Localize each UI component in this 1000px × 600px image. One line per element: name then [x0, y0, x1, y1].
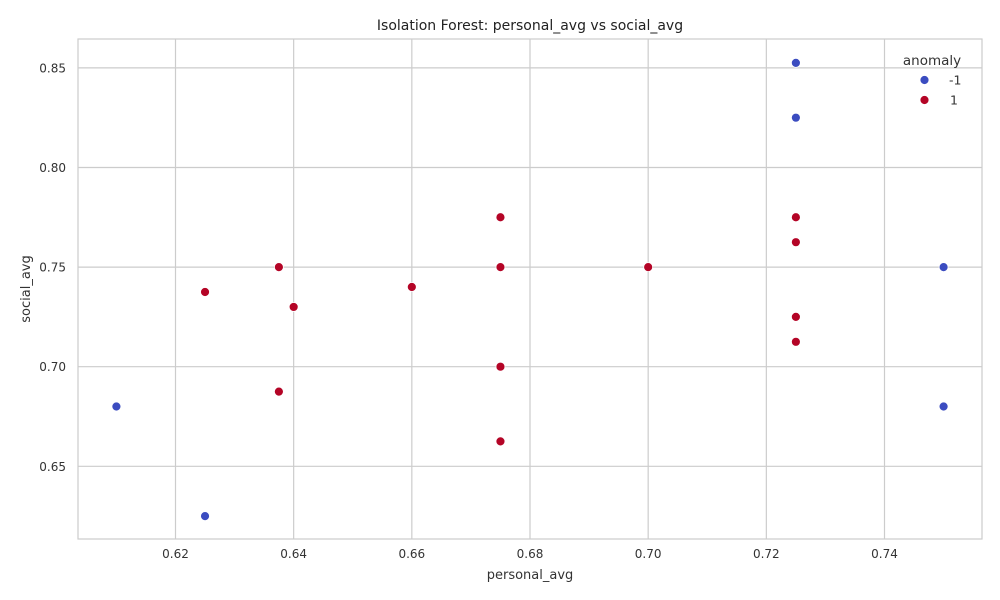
grid-lines: [78, 39, 982, 539]
legend-marker-series-1: [919, 95, 930, 105]
data-point-series-1: [790, 311, 801, 322]
legend: anomaly -1 1: [903, 53, 962, 108]
x-tick-label: 0.68: [517, 547, 544, 561]
data-point-series-1: [790, 212, 801, 223]
data-point-series-0: [938, 262, 949, 272]
legend-marker-series-0: [919, 75, 930, 85]
x-tick-label: 0.66: [398, 547, 425, 561]
data-point-series-1: [406, 282, 417, 292]
x-tick-label: 0.70: [635, 547, 662, 561]
data-point-series-0: [938, 401, 949, 412]
x-tick-label: 0.74: [871, 547, 898, 561]
data-point-series-1: [790, 336, 801, 347]
data-point-series-1: [273, 386, 284, 397]
data-point-series-1: [495, 436, 506, 447]
data-point-series-1: [495, 212, 506, 223]
x-tick-label: 0.64: [280, 547, 307, 561]
legend-label-series-1: 1: [950, 93, 958, 108]
legend-label-series-0: -1: [949, 73, 961, 88]
y-tick-label: 0.85: [39, 61, 66, 75]
data-point-series-1: [495, 262, 506, 272]
chart-title: Isolation Forest: personal_avg vs social…: [377, 18, 683, 34]
y-tick-label: 0.80: [39, 161, 66, 175]
data-point-series-1: [288, 302, 299, 312]
legend-title: anomaly: [903, 53, 961, 69]
y-tick-label: 0.75: [39, 261, 66, 275]
plot-frame: [77, 38, 983, 540]
x-tick-label: 0.62: [162, 547, 189, 561]
data-point-series-1: [495, 361, 506, 372]
data-point-series-0: [790, 58, 801, 68]
x-axis-label: personal_avg: [487, 568, 574, 583]
data-point-series-0: [790, 112, 801, 123]
data-point-series-1: [643, 262, 654, 272]
y-tick-label: 0.65: [39, 460, 66, 474]
data-point-series-0: [200, 511, 210, 521]
data-point-series-1: [273, 262, 284, 272]
data-point-series-0: [111, 401, 122, 412]
tick-labels: 0.62 0.64 0.66 0.68 0.70 0.72 0.74 0.65 0.70 0.75…: [39, 61, 898, 561]
y-tick-label: 0.70: [39, 360, 66, 374]
y-axis-label: social_avg: [19, 255, 34, 322]
data-point-series-1: [200, 287, 210, 297]
x-tick-label: 0.72: [753, 547, 780, 561]
data-point-series-1: [790, 237, 801, 248]
data-points: [111, 58, 949, 521]
